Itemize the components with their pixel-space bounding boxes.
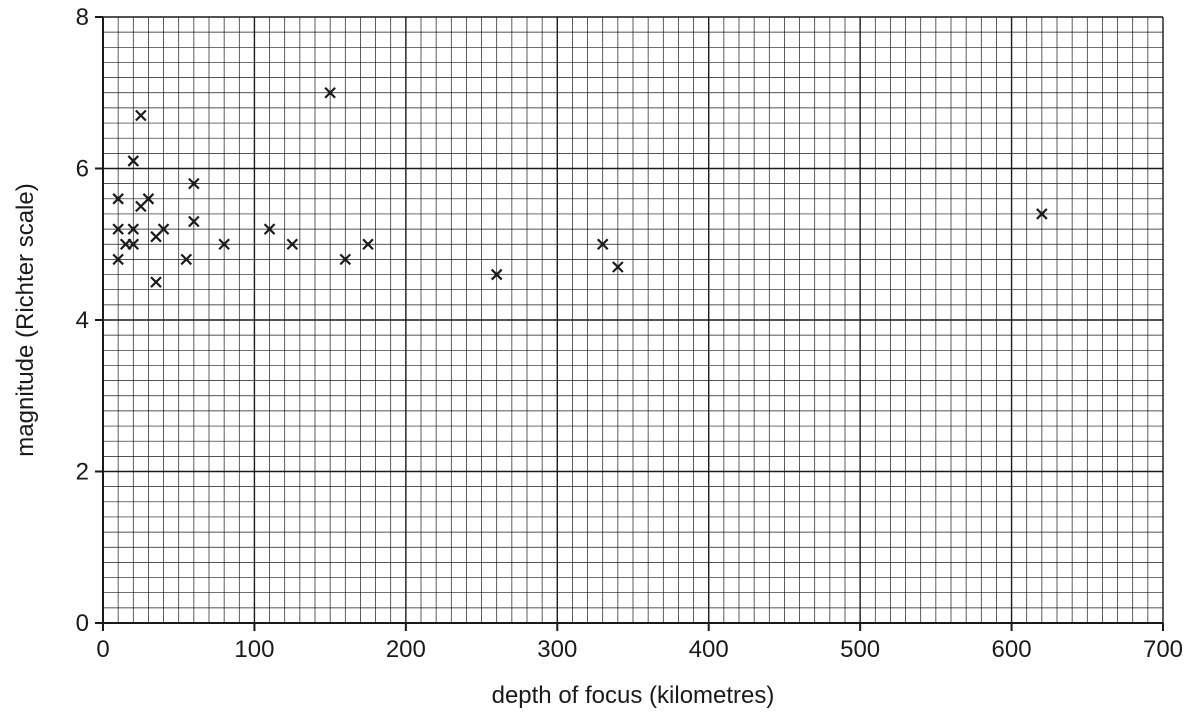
data-point [490, 268, 503, 281]
x-tick-label: 500 [840, 636, 880, 663]
data-point [180, 253, 193, 266]
data-point [596, 238, 609, 251]
x-tick-label: 700 [1143, 636, 1183, 663]
data-point [612, 261, 624, 273]
data-point [142, 193, 155, 205]
data-point [188, 215, 200, 228]
data-point [218, 238, 230, 251]
data-point [1036, 208, 1048, 220]
plot-grid [95, 16, 1164, 631]
data-point [286, 238, 299, 251]
y-tick-label: 2 [76, 459, 89, 486]
data-point [127, 238, 140, 251]
y-tick-label: 6 [76, 156, 89, 183]
x-axis-label: depth of focus (kilometres) [492, 682, 775, 709]
x-tick-label: 400 [689, 636, 729, 663]
data-point [188, 177, 200, 190]
x-tick-label: 0 [96, 636, 109, 663]
x-tick-label: 100 [234, 636, 274, 663]
y-tick-label: 8 [76, 4, 89, 31]
data-point [112, 193, 124, 205]
y-tick-label: 4 [76, 307, 89, 334]
data-point [263, 223, 276, 235]
data-point [127, 223, 140, 235]
y-axis-label: magnitude (Richter scale) [12, 183, 39, 456]
x-tick-label: 300 [537, 636, 577, 663]
data-points [112, 86, 1048, 288]
data-point [324, 86, 336, 99]
data-point [150, 276, 162, 288]
y-tick-label: 0 [76, 610, 89, 637]
data-point [362, 238, 374, 251]
x-tick-label: 600 [992, 636, 1032, 663]
tick-labels: 0 100 200 300 400 500 600 700 0 2 4 6 8 [76, 4, 1183, 663]
data-point [339, 253, 352, 266]
data-point [112, 223, 124, 235]
data-point [127, 155, 140, 167]
x-tick-label: 200 [386, 636, 426, 663]
data-point [157, 223, 170, 235]
data-point [135, 109, 147, 122]
data-point [112, 253, 124, 266]
